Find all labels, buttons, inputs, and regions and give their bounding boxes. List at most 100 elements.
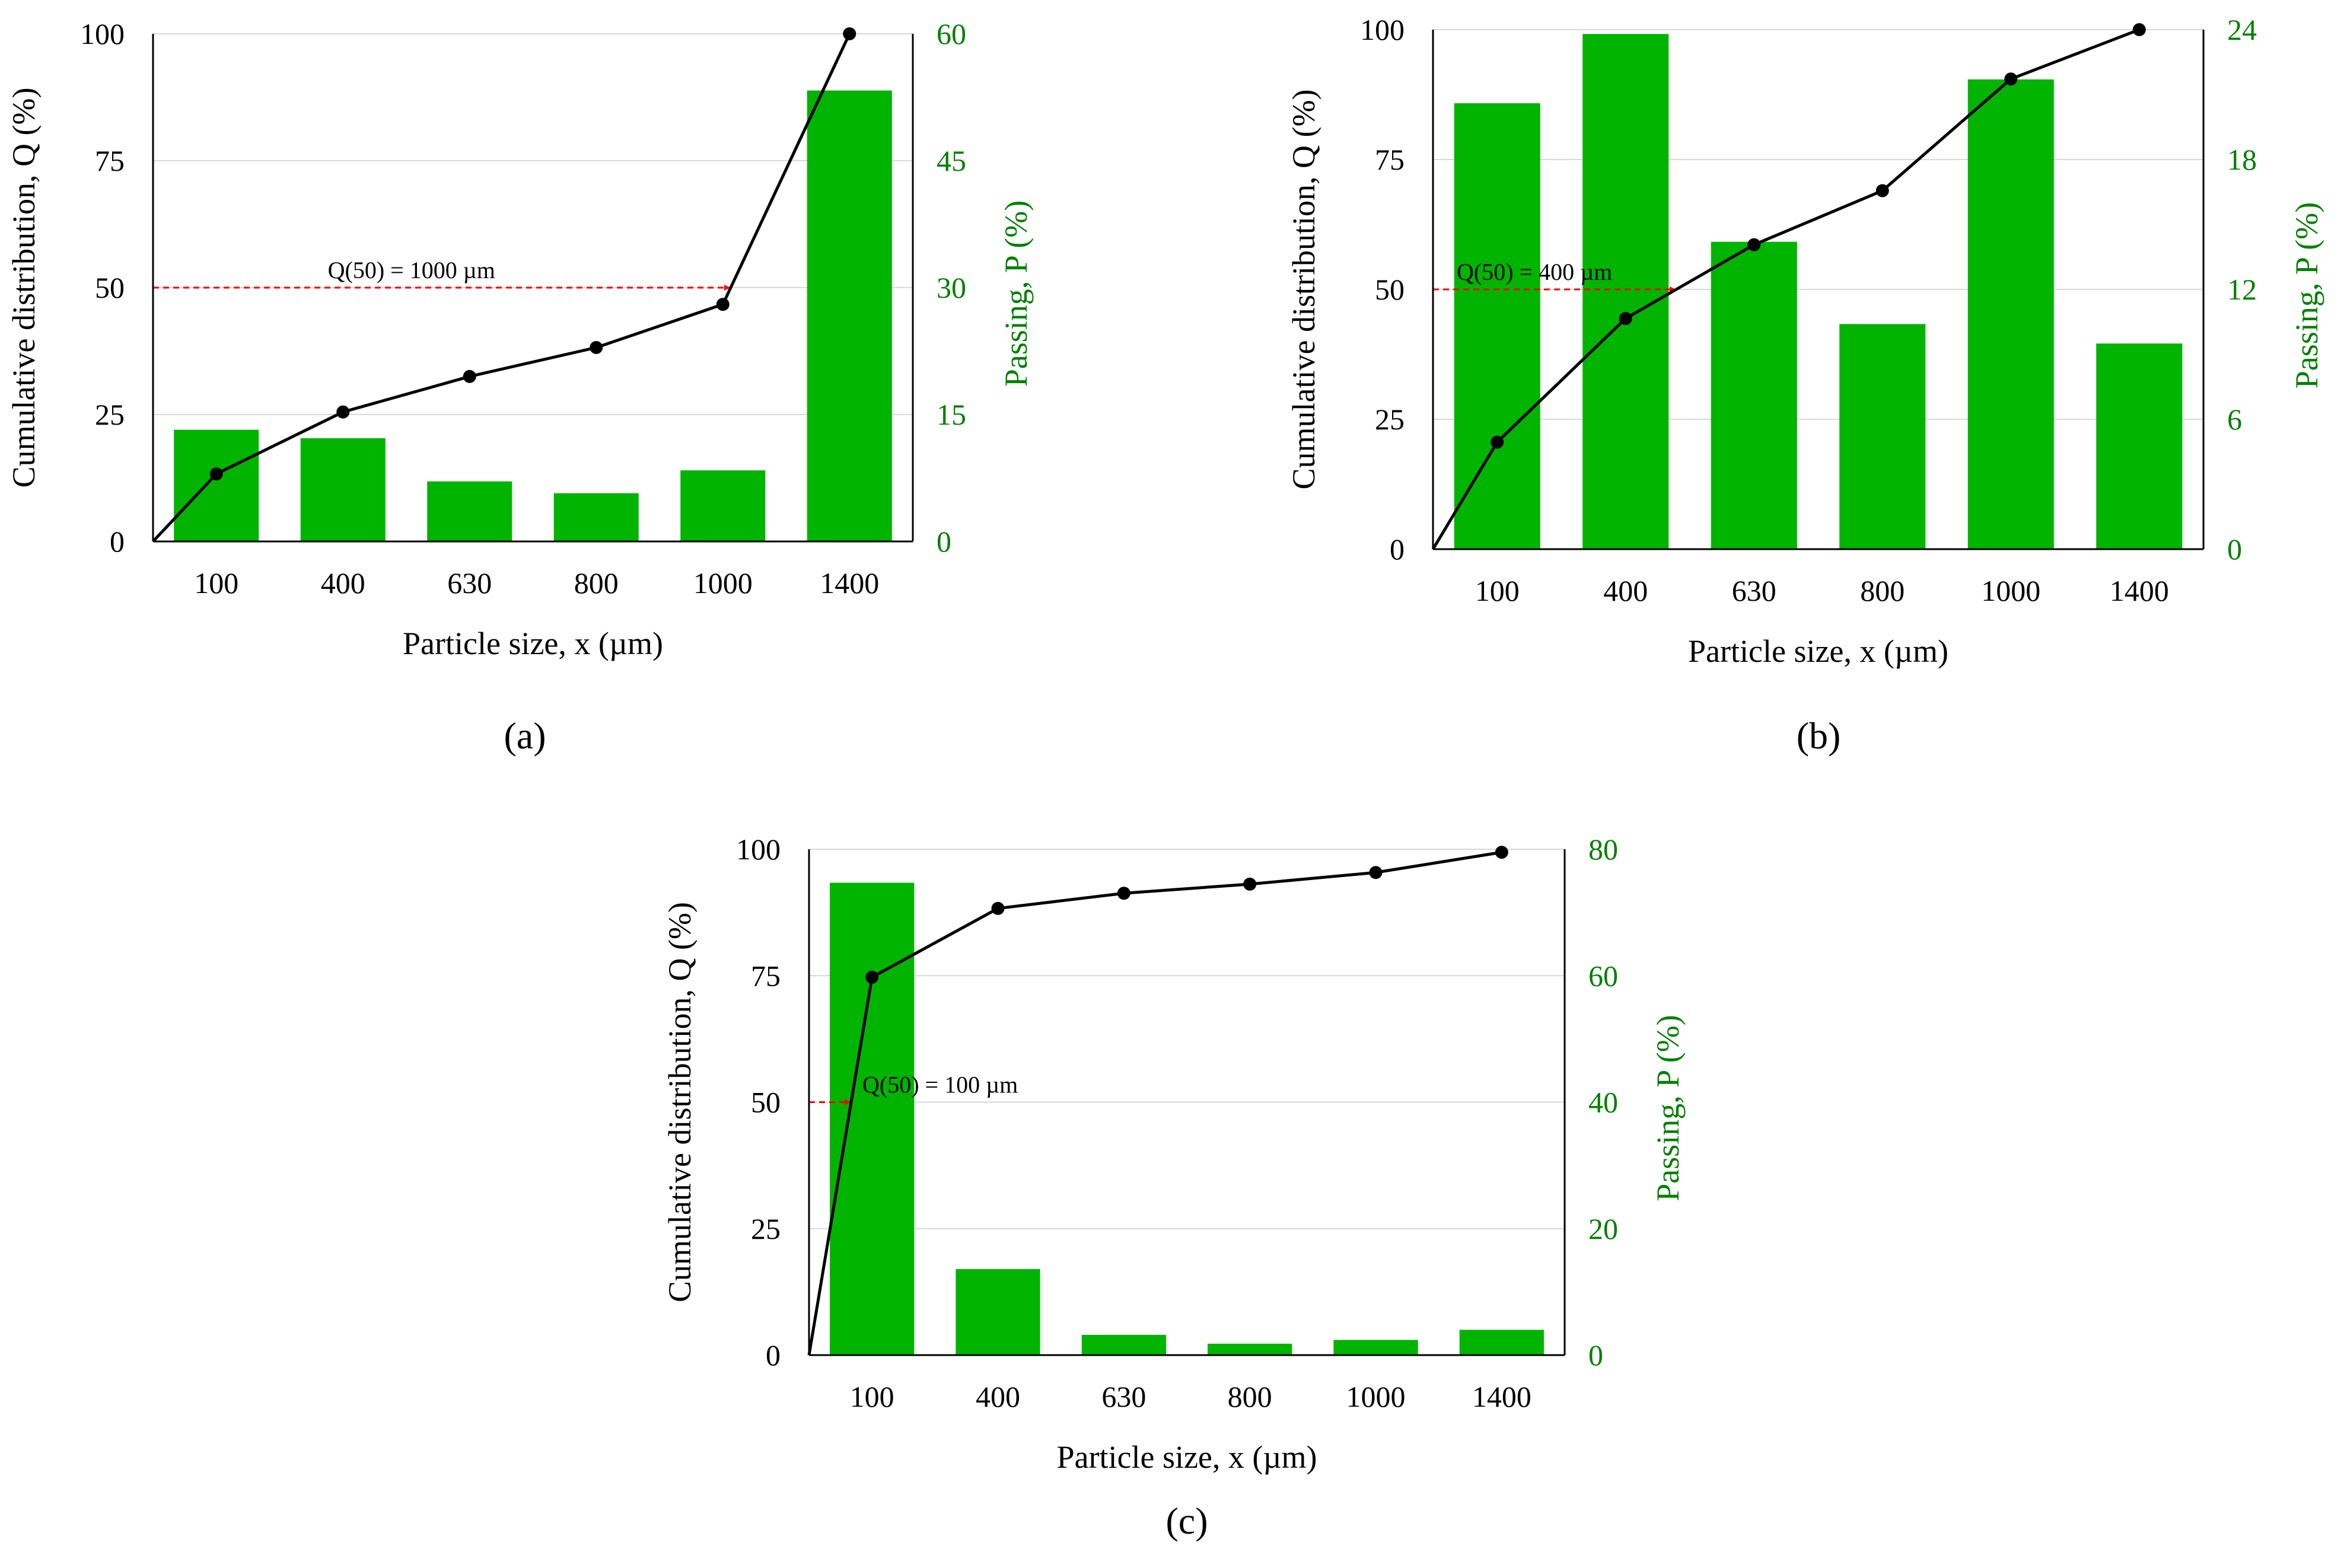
- x-tick-label: 630: [1101, 1380, 1146, 1413]
- y2-tick-label: 0: [2227, 533, 2242, 566]
- y-tick-label: 0: [766, 1338, 781, 1372]
- y2-tick-label: 60: [1588, 959, 1618, 992]
- x-tick-label: 630: [1732, 574, 1776, 607]
- y2-axis-title: Passing, P (%): [1650, 1015, 1686, 1202]
- cumulative-point-800: [1243, 877, 1257, 891]
- cumulative-point-100: [209, 467, 223, 481]
- y-tick-label: 75: [751, 959, 781, 992]
- cumulative-point-630: [1747, 238, 1761, 251]
- x-tick-label: 1000: [1981, 574, 2040, 607]
- x-axis-title: Particle size, x (µm): [1057, 1439, 1317, 1475]
- bar-630: [427, 481, 512, 541]
- y2-axis-title: Passing, P (%): [998, 200, 1034, 387]
- x-tick-label: 1000: [693, 566, 753, 600]
- cumulative-point-1400: [2132, 23, 2146, 36]
- y-tick-label: 25: [751, 1212, 781, 1245]
- bar-630: [1711, 241, 1797, 549]
- y-tick-label: 100: [80, 17, 125, 50]
- y-tick-label: 50: [1375, 273, 1405, 306]
- y2-tick-label: 15: [937, 398, 966, 431]
- y2-tick-label: 60: [937, 17, 966, 50]
- cumulative-point-800: [590, 341, 603, 355]
- bar-800: [1208, 1343, 1292, 1355]
- x-tick-label: 1400: [2110, 574, 2169, 607]
- x-tick-label: 100: [850, 1380, 894, 1413]
- y2-tick-label: 0: [937, 525, 951, 558]
- bar-1000: [1967, 79, 2054, 549]
- y2-axis-title: Passing, P (%): [2289, 202, 2324, 389]
- cumulative-point-400: [336, 405, 350, 419]
- x-tick-label: 1400: [820, 566, 879, 600]
- y-tick-label: 100: [1360, 13, 1405, 46]
- bar-800: [553, 493, 639, 541]
- bar-100: [830, 882, 915, 1355]
- cumulative-point-630: [463, 369, 476, 383]
- y2-tick-label: 0: [1588, 1338, 1603, 1372]
- x-tick-label: 1400: [1472, 1380, 1531, 1413]
- cumulative-point-1000: [716, 298, 730, 311]
- x-axis-title: Particle size, x (µm): [403, 626, 663, 661]
- bar-630: [1081, 1334, 1166, 1355]
- cumulative-point-400: [1619, 312, 1632, 326]
- y2-tick-label: 12: [2227, 273, 2257, 306]
- x-tick-label: 400: [976, 1380, 1020, 1413]
- cumulative-point-400: [991, 901, 1005, 915]
- bar-1000: [680, 470, 766, 541]
- cumulative-point-800: [1875, 184, 1889, 197]
- cumulative-point-1000: [1369, 866, 1383, 879]
- y2-tick-label: 6: [2227, 403, 2242, 436]
- y2-tick-label: 40: [1588, 1086, 1618, 1119]
- y-tick-label: 100: [736, 833, 781, 866]
- x-tick-label: 800: [574, 566, 619, 600]
- cumulative-point-1400: [843, 27, 856, 40]
- x-tick-label: 800: [1860, 574, 1905, 607]
- cumulative-point-100: [1491, 435, 1504, 449]
- y-tick-label: 50: [95, 271, 125, 304]
- bar-1000: [1333, 1340, 1418, 1355]
- cumulative-point-1000: [2004, 72, 2018, 86]
- bar-1400: [1459, 1330, 1544, 1355]
- x-tick-label: 100: [194, 566, 238, 600]
- y-tick-label: 25: [95, 398, 125, 431]
- bar-400: [956, 1269, 1040, 1355]
- y-tick-label: 0: [110, 525, 125, 558]
- bar-400: [1582, 34, 1669, 550]
- x-tick-label: 630: [447, 566, 492, 600]
- y2-tick-label: 45: [937, 144, 966, 177]
- bar-800: [1839, 324, 1926, 549]
- x-tick-label: 100: [1475, 574, 1520, 607]
- panel-label: (a): [504, 715, 546, 757]
- bar-1400: [807, 90, 892, 541]
- bar-400: [300, 438, 386, 541]
- q50-annotation: Q(50) = 400 µm: [1457, 259, 1612, 285]
- y2-tick-label: 18: [2227, 143, 2257, 176]
- y2-tick-label: 30: [937, 271, 966, 304]
- cumulative-point-630: [1117, 887, 1130, 900]
- y-tick-label: 50: [751, 1086, 781, 1119]
- panel-label: (c): [1165, 1500, 1208, 1542]
- y2-tick-label: 20: [1588, 1212, 1618, 1245]
- q50-annotation: Q(50) = 100 µm: [862, 1072, 1018, 1098]
- y-axis-title: Cumulative distribution, Q (%): [1286, 90, 1321, 490]
- y-axis-title: Cumulative distribution, Q (%): [6, 88, 42, 488]
- y-axis-title: Cumulative distribution, Q (%): [662, 902, 698, 1302]
- cumulative-point-1400: [1495, 846, 1508, 859]
- bar-100: [1454, 103, 1540, 550]
- y-tick-label: 75: [95, 144, 125, 177]
- bar-100: [174, 429, 259, 541]
- q50-annotation: Q(50) = 1000 µm: [328, 257, 495, 283]
- y-tick-label: 75: [1375, 143, 1405, 176]
- x-tick-label: 400: [1603, 574, 1648, 607]
- bar-1400: [2096, 343, 2183, 549]
- x-tick-label: 800: [1228, 1380, 1272, 1413]
- x-tick-label: 400: [321, 566, 365, 600]
- cumulative-point-100: [865, 970, 879, 984]
- y-tick-label: 25: [1375, 403, 1405, 436]
- panel-label: (b): [1797, 715, 1841, 757]
- y2-tick-label: 80: [1588, 833, 1618, 866]
- x-tick-label: 1000: [1346, 1380, 1406, 1413]
